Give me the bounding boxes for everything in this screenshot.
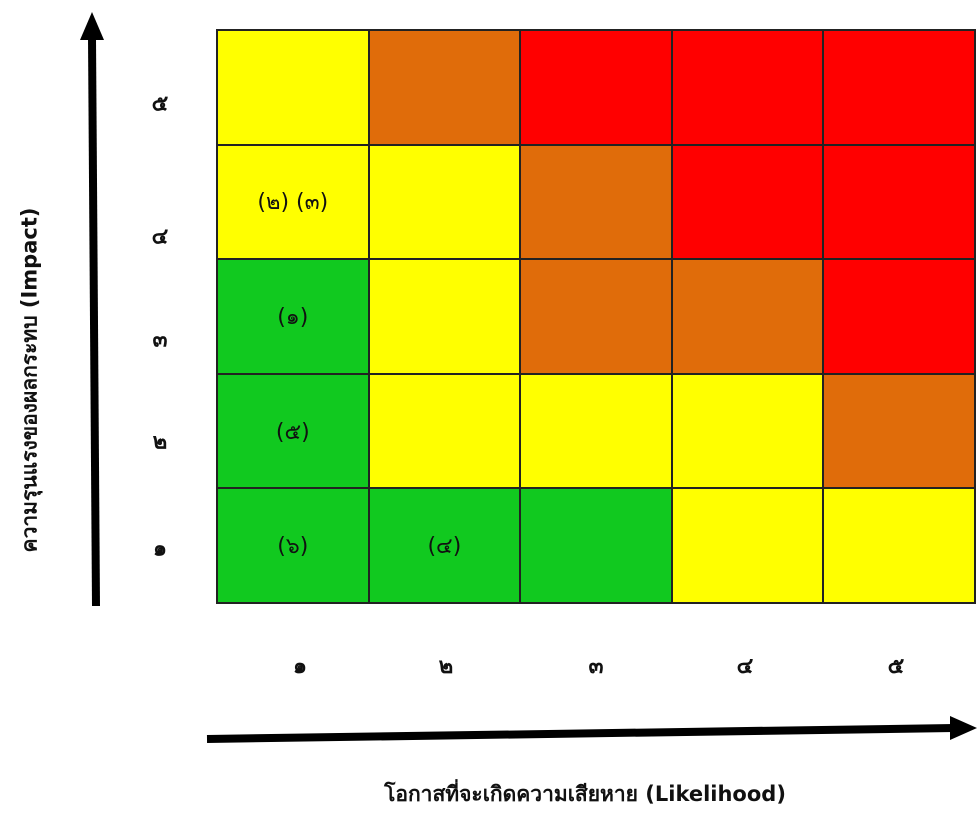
x-axis-arrow-shaft (206, 724, 955, 743)
risk-cell: (๕) (217, 373, 369, 489)
risk-cell (671, 144, 824, 260)
risk-cell (368, 373, 521, 489)
risk-cell-label: (๒) (๓) (257, 190, 329, 216)
risk-cell-label: (๖) (277, 534, 309, 560)
y-axis-arrowhead (80, 12, 104, 40)
risk-cell (520, 488, 672, 603)
risk-cell: (๔) (368, 488, 521, 603)
risk-cell (671, 373, 824, 489)
risk-cell (368, 144, 521, 260)
x-tick-label: ๔ (736, 654, 754, 679)
risk-cell (368, 259, 521, 374)
risk-cell (520, 144, 672, 260)
risk-cell-label: (๔) (427, 534, 462, 560)
risk-cell: (๒) (๓) (217, 144, 369, 260)
x-tick-label: ๓ (588, 654, 604, 679)
x-axis-title: โอกาสที่จะเกิดความเสียหาย (Likelihood) (384, 782, 786, 806)
y-tick-label: ๑ (153, 536, 167, 562)
x-tick-label: ๕ (887, 654, 905, 679)
risk-matrix: (๒) (๓) (๑) (๕) (๖) (๔) (216, 29, 976, 604)
risk-cell (671, 30, 824, 145)
risk-cell: (๑) (217, 259, 369, 374)
risk-cell-label: (๕) (275, 419, 310, 445)
x-tick-label: ๑ (293, 654, 307, 679)
y-tick-label: ๔ (151, 224, 169, 250)
risk-cell (823, 144, 975, 260)
y-tick-label: ๕ (151, 91, 169, 117)
y-tick-label: ๓ (152, 327, 168, 353)
y-axis-arrow-shaft (88, 37, 100, 607)
y-tick-label: ๒ (152, 429, 168, 455)
y-axis-title: ความรุนแรงของผลกระทบ (Impact) (17, 207, 42, 553)
risk-cell (823, 30, 975, 145)
risk-cell (217, 30, 369, 145)
risk-cell (520, 373, 672, 489)
risk-cell (823, 373, 975, 489)
risk-cell (823, 259, 975, 374)
risk-cell (671, 259, 824, 374)
x-tick-label: ๒ (438, 654, 454, 679)
risk-cell-label: (๑) (277, 304, 309, 330)
risk-cell (520, 30, 672, 145)
risk-cell: (๖) (217, 488, 369, 603)
risk-cell (823, 488, 975, 603)
risk-cell (671, 488, 824, 603)
x-axis-arrowhead (950, 716, 977, 740)
risk-cell (368, 30, 521, 145)
risk-cell (520, 259, 672, 374)
